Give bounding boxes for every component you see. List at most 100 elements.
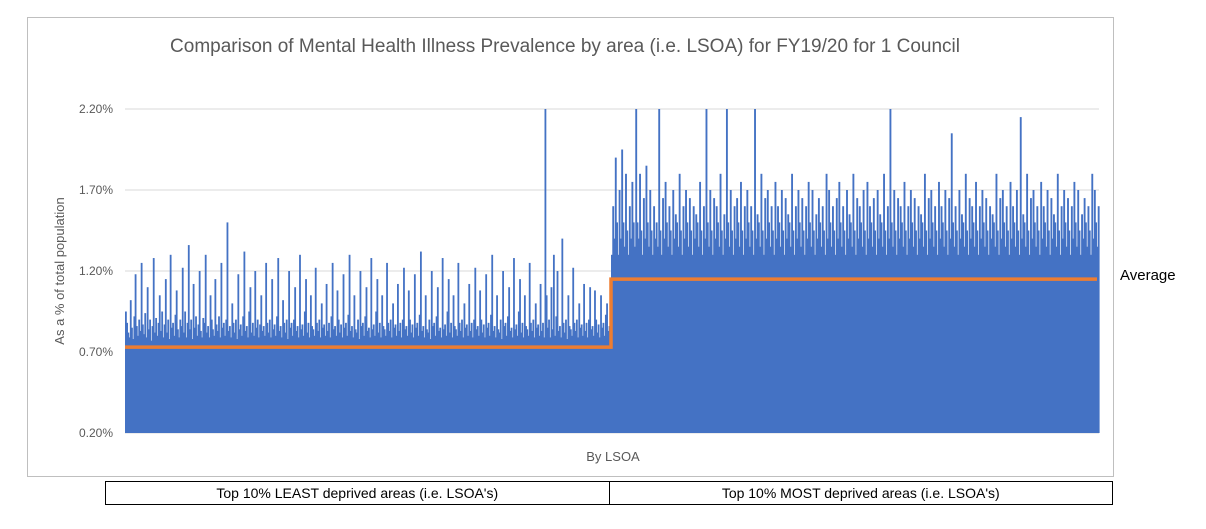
bar — [842, 206, 845, 433]
bar — [146, 287, 149, 433]
bar — [390, 337, 393, 433]
bar — [939, 238, 942, 433]
bar — [617, 254, 620, 433]
bar — [311, 326, 313, 433]
bar — [917, 206, 920, 433]
bar — [244, 330, 247, 433]
bar — [1018, 254, 1021, 433]
bar — [664, 181, 667, 433]
bar — [374, 335, 376, 433]
bar — [569, 329, 572, 433]
bar — [642, 198, 645, 433]
bar — [565, 319, 567, 433]
bar — [722, 254, 725, 433]
bar — [295, 330, 298, 433]
bar — [231, 303, 234, 433]
bar — [267, 332, 270, 433]
bar — [883, 173, 885, 434]
bar — [239, 324, 242, 433]
bar — [920, 214, 923, 433]
bar — [621, 149, 624, 433]
bar — [733, 206, 736, 433]
bar — [987, 254, 990, 433]
bar — [972, 222, 975, 433]
bar — [347, 314, 350, 433]
bar — [812, 230, 815, 433]
bar — [447, 279, 450, 433]
average-line — [125, 277, 1097, 349]
bar — [695, 214, 698, 433]
bar — [798, 222, 801, 433]
bar — [736, 198, 739, 433]
bar — [940, 206, 943, 433]
bar — [578, 303, 581, 433]
bar — [375, 311, 378, 433]
bar — [449, 332, 451, 433]
bar — [499, 319, 502, 433]
bar — [461, 319, 463, 433]
bar — [573, 322, 576, 433]
bar — [504, 322, 507, 433]
bar — [253, 335, 255, 433]
bar — [662, 198, 664, 433]
bar — [663, 238, 666, 433]
bar — [201, 337, 203, 433]
bar — [312, 329, 315, 433]
bar — [770, 206, 773, 433]
bar — [777, 206, 779, 433]
bar — [358, 339, 361, 433]
bar — [741, 230, 744, 433]
bar — [745, 238, 748, 433]
bar — [679, 230, 682, 433]
bar — [1082, 238, 1085, 433]
bar — [954, 206, 957, 433]
bar — [341, 337, 344, 433]
bar — [242, 316, 245, 433]
bar — [439, 327, 442, 433]
bar — [365, 287, 368, 433]
bar — [515, 324, 518, 433]
bar — [769, 246, 772, 433]
bar — [426, 329, 428, 433]
bar — [147, 329, 150, 433]
bar — [1027, 230, 1030, 433]
bar — [314, 267, 317, 433]
bar — [931, 222, 934, 433]
bar — [184, 311, 187, 433]
bar — [825, 173, 828, 434]
bar — [1096, 246, 1099, 433]
bar — [1017, 230, 1020, 433]
bar — [278, 330, 281, 433]
bar — [711, 254, 714, 433]
bar — [604, 314, 607, 433]
bar — [706, 222, 709, 433]
bar — [903, 181, 906, 433]
bar — [645, 165, 648, 433]
bar — [805, 206, 808, 433]
bar — [1050, 198, 1053, 433]
bar — [556, 271, 559, 433]
bar — [784, 198, 787, 433]
bar — [913, 198, 916, 433]
bar — [534, 303, 537, 433]
bar — [602, 322, 605, 433]
bar — [696, 222, 699, 433]
bar — [261, 330, 264, 433]
bar — [886, 206, 889, 433]
bar — [290, 322, 293, 433]
bar — [774, 181, 777, 433]
bar — [724, 238, 727, 433]
bar — [625, 173, 627, 434]
bar — [398, 330, 401, 433]
bar — [452, 295, 455, 433]
bar — [284, 332, 287, 433]
bar — [1024, 246, 1027, 433]
bar — [1078, 230, 1081, 433]
bar — [994, 246, 997, 433]
bar — [129, 300, 132, 433]
bar — [383, 329, 386, 433]
bar — [485, 274, 488, 433]
bar — [641, 254, 644, 433]
bar — [877, 238, 880, 433]
bar — [876, 190, 879, 433]
